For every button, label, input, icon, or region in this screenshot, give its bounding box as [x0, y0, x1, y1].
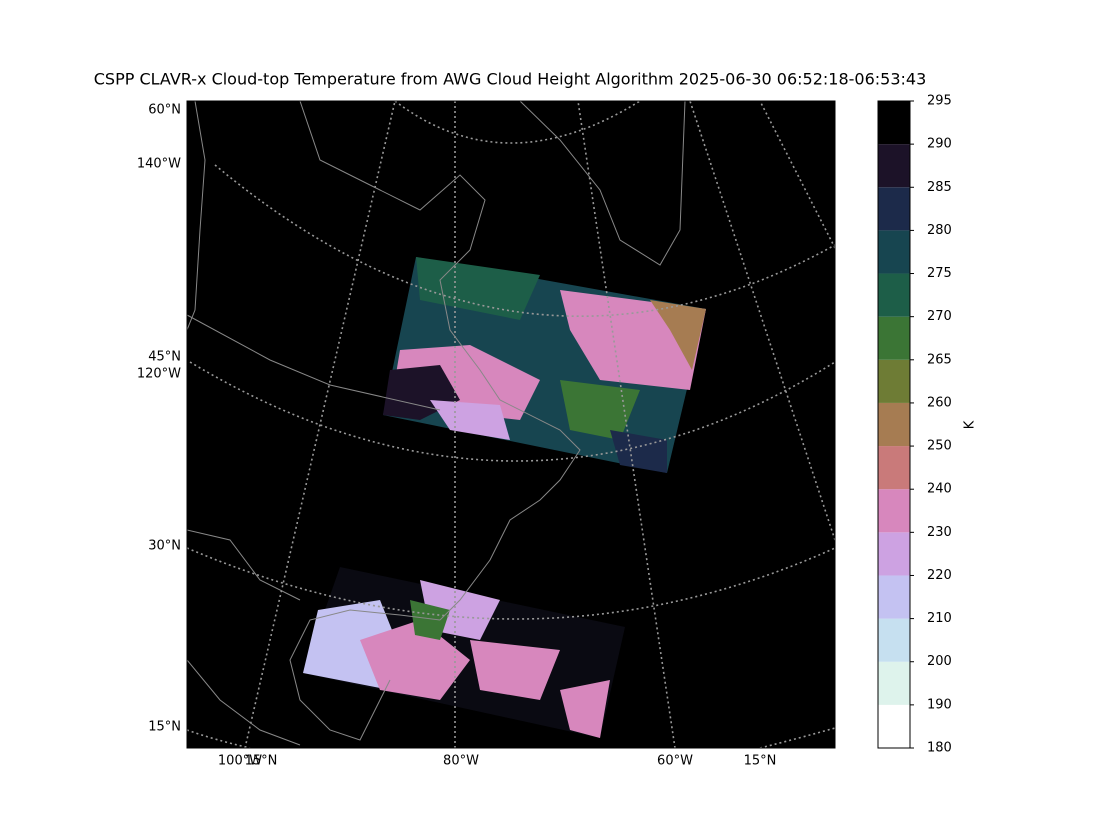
lat-label: 15°N	[148, 720, 181, 735]
coastline	[187, 659, 301, 746]
lat-label: 45°N	[148, 350, 181, 365]
lon-label: 100°W	[218, 754, 262, 769]
cloud-patch	[560, 680, 610, 738]
colorbar-band	[878, 101, 910, 145]
lon-label: 80°W	[443, 754, 479, 769]
cloud-patch	[470, 640, 560, 700]
coastline	[299, 101, 581, 621]
colorbar-band	[878, 316, 910, 360]
graticule	[187, 727, 835, 748]
cloud-patch	[410, 600, 450, 640]
map-title: CSPP CLAVR-x Cloud-top Temperature from …	[94, 70, 927, 89]
colorbar-band	[878, 144, 910, 188]
colorbar-tick-label: 250	[927, 439, 952, 454]
colorbar-band	[878, 704, 910, 748]
coastline	[289, 609, 441, 741]
colorbar-band	[878, 402, 910, 447]
graticule	[189, 361, 835, 462]
colorbar-band	[878, 187, 910, 231]
graticule-labels: 60°N 140°W 45°N 120°W 30°N 15°N 100°W 15…	[137, 103, 777, 769]
graticule	[577, 101, 676, 748]
colorbar-tick-label: 290	[927, 137, 952, 152]
map	[186, 100, 836, 749]
colorbar-band	[878, 618, 910, 662]
colorbar-tick-label: 270	[927, 309, 952, 324]
colorbar-tick-label: 210	[927, 611, 952, 626]
coastline	[519, 101, 686, 266]
lon-label: 140°W	[137, 157, 181, 172]
colorbar-band	[878, 273, 910, 317]
cloud-patch	[610, 430, 667, 473]
colorbar-tick-label: 220	[927, 568, 952, 583]
map-frame	[186, 100, 836, 749]
cloud-patch	[650, 300, 706, 370]
lon-label: 60°W	[657, 754, 693, 769]
lon-label: 120°W	[137, 367, 181, 382]
graticule	[214, 164, 835, 318]
colorbar-band	[878, 359, 910, 403]
lat-label: 60°N	[148, 103, 181, 118]
colorbar-tick-label: 180	[927, 741, 952, 756]
coastline	[187, 314, 441, 411]
colorbar-tick-label: 275	[927, 266, 952, 281]
graticule	[244, 101, 396, 748]
colorbar-tick-label: 285	[927, 180, 952, 195]
cloud-patch	[560, 380, 640, 440]
colorbar-band	[878, 532, 910, 576]
graticule	[187, 547, 835, 620]
colorbar-tick-label: 265	[927, 352, 952, 367]
coastline	[187, 529, 301, 601]
colorbar-band	[878, 489, 910, 533]
colorbar-band	[878, 230, 910, 274]
colorbar-tick-label: 295	[927, 94, 952, 109]
colorbar-tick-label: 280	[927, 223, 952, 238]
colorbar-tick-label: 240	[927, 482, 952, 497]
colorbar-tick-label: 200	[927, 654, 952, 669]
colorbar: 180 190 200 210 220 230 240 250 260 265 270 275 280 2…	[877, 94, 952, 756]
colorbar-band	[878, 661, 910, 705]
coastline	[187, 101, 206, 331]
colorbar-label: K	[963, 420, 978, 429]
graticule	[394, 101, 641, 144]
lat-label: 15°N	[744, 754, 777, 769]
colorbar-tick-label: 260	[927, 395, 952, 410]
cloud-patch	[430, 400, 510, 440]
lat-label: 30°N	[148, 539, 181, 554]
colorbar-band	[878, 575, 910, 619]
colorbar-tick-label: 190	[927, 697, 952, 712]
cloud-patch	[360, 620, 470, 700]
colorbar-band	[878, 446, 910, 490]
colorbar-frame	[877, 100, 911, 749]
colorbar-tick-label: 230	[927, 525, 952, 540]
lat-label: 15°N	[245, 754, 278, 769]
graticule	[689, 101, 835, 541]
